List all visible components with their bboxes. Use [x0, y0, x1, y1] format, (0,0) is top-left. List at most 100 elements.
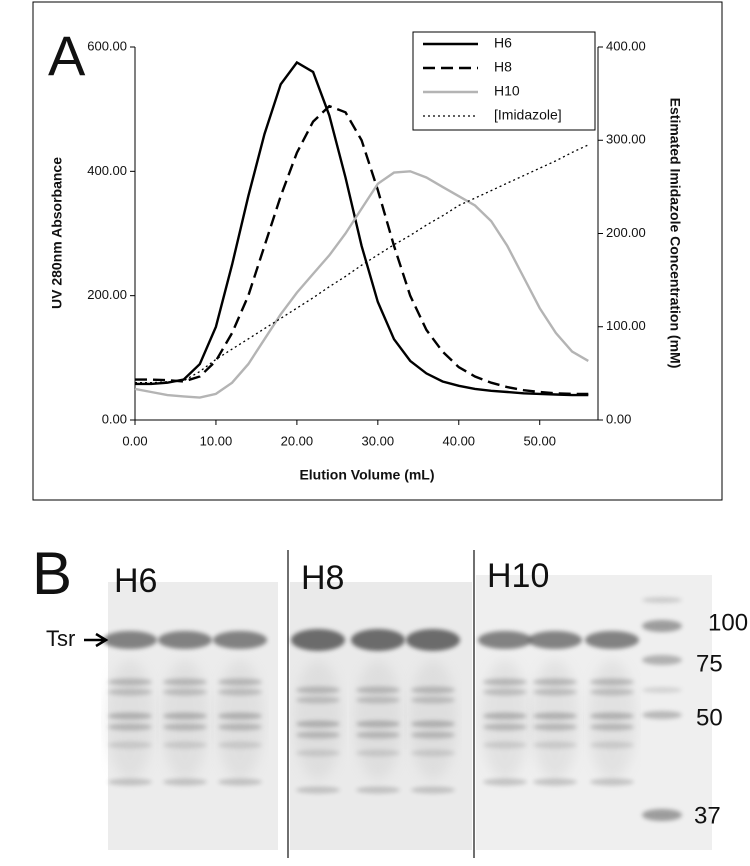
- gel-smear: [106, 660, 154, 780]
- lane-label: H8: [301, 559, 344, 597]
- gel-band: [483, 712, 527, 720]
- gel-band: [590, 741, 634, 749]
- gel-band: [296, 720, 340, 728]
- gel-band: [163, 712, 207, 720]
- gel-band: [411, 686, 455, 694]
- gel-band: [218, 778, 262, 786]
- gel-band: [163, 688, 207, 696]
- arrow: [84, 632, 109, 648]
- panel-label: A: [48, 24, 86, 87]
- series-line: [135, 60, 589, 397]
- lane-label: H10: [487, 557, 549, 595]
- gel-band: [483, 778, 527, 786]
- gel-band: [108, 741, 152, 749]
- gel-band: [590, 678, 634, 686]
- gel-band: [356, 786, 400, 794]
- x-tick-label: 50.00: [523, 433, 556, 448]
- marker-band: [642, 687, 682, 693]
- y2-axis-title: Estimated Imidazole Concentration (mM): [667, 98, 683, 369]
- gel-band: [163, 678, 207, 686]
- gel-band: [218, 741, 262, 749]
- marker-band: [642, 809, 682, 821]
- gel-band: [478, 631, 532, 649]
- gel-band: [483, 678, 527, 686]
- gel-smear: [294, 660, 342, 780]
- gel-smear: [216, 660, 264, 780]
- series-line: [134, 170, 589, 399]
- gel-band: [533, 712, 577, 720]
- gel-band: [533, 741, 577, 749]
- marker-band: [642, 597, 682, 603]
- gel-band: [411, 720, 455, 728]
- gel-band: [590, 778, 634, 786]
- legend-box: [412, 31, 596, 131]
- y2-tick-label: 400.00: [606, 38, 646, 53]
- marker-label: 100: [708, 609, 748, 636]
- gel-band: [533, 678, 577, 686]
- marker-label: 37: [694, 802, 721, 829]
- gel-band: [590, 723, 634, 731]
- panel-label: B: [32, 540, 72, 607]
- gel-band: [533, 688, 577, 696]
- gel-smear: [481, 660, 529, 780]
- gel-band: [356, 696, 400, 704]
- gel-band: [528, 631, 582, 649]
- gel-band: [590, 712, 634, 720]
- gel-band: [356, 749, 400, 757]
- gel-band: [411, 786, 455, 794]
- x-tick-label: 0.00: [122, 433, 147, 448]
- gel-band: [356, 731, 400, 739]
- marker-band: [642, 620, 682, 632]
- gel-band: [163, 778, 207, 786]
- panel-a-frame: [32, 1, 723, 501]
- marker-label: 75: [696, 650, 723, 677]
- y2-tick-label: 200.00: [606, 225, 646, 240]
- gel-band: [158, 631, 212, 649]
- gel-band: [411, 731, 455, 739]
- gel-band: [218, 688, 262, 696]
- marker-label: 50: [696, 704, 723, 731]
- gel-band: [411, 696, 455, 704]
- gel-smear: [161, 660, 209, 780]
- lane-label: H6: [114, 562, 157, 600]
- gel-band: [163, 723, 207, 731]
- gel-band: [411, 749, 455, 757]
- x-tick-label: 10.00: [200, 433, 233, 448]
- gel-band: [533, 778, 577, 786]
- gel-smear: [531, 660, 579, 780]
- gel-band: [291, 629, 345, 651]
- x-tick-label: 20.00: [281, 433, 314, 448]
- y2-tick-label: 0.00: [606, 411, 631, 426]
- gel-band: [163, 741, 207, 749]
- legend-label: H8: [494, 59, 512, 75]
- gel-band: [108, 712, 152, 720]
- gel-band: [356, 720, 400, 728]
- gel-band: [108, 688, 152, 696]
- y-tick-label: 0.00: [102, 411, 127, 426]
- legend-label: [Imidazole]: [494, 107, 562, 123]
- y-tick-label: 600.00: [87, 38, 127, 53]
- gel-band: [296, 686, 340, 694]
- gel-band: [218, 678, 262, 686]
- gel-band: [356, 686, 400, 694]
- x-tick-label: 30.00: [362, 433, 395, 448]
- series-line: [135, 144, 589, 384]
- y-axis-title: UV 280nm Absorbance: [49, 157, 65, 309]
- y-tick-label: 400.00: [87, 163, 127, 178]
- gel-band: [108, 723, 152, 731]
- gel-smear: [354, 660, 402, 780]
- y2-tick-label: 300.00: [606, 132, 646, 147]
- gel-smear: [409, 660, 457, 780]
- gel-band: [351, 629, 405, 651]
- gel-band: [218, 712, 262, 720]
- gel-band: [585, 631, 639, 649]
- legend-label: H6: [494, 35, 512, 51]
- gel-smear: [588, 660, 636, 780]
- y-tick-label: 200.00: [87, 287, 127, 302]
- gel-band: [108, 778, 152, 786]
- x-tick-label: 40.00: [443, 433, 476, 448]
- gel-band: [103, 631, 157, 649]
- marker-band: [642, 711, 682, 719]
- y2-tick-label: 100.00: [606, 318, 646, 333]
